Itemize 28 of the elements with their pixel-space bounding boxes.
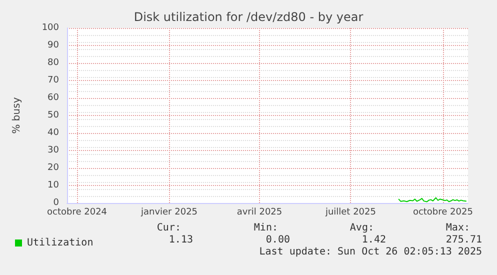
y-axis-title: % busy — [12, 97, 22, 134]
text: 1.42 — [362, 234, 386, 246]
text: Avg: — [350, 222, 374, 234]
text: Min: — [254, 222, 278, 234]
text: Max: — [446, 222, 470, 234]
x-tick-label: octobre 2024 — [47, 208, 108, 218]
y-tick-label: 0 — [53, 198, 60, 208]
text: Last update: Sun Oct 26 02:05:13 2025 — [259, 246, 482, 258]
legend-label: Utilization — [27, 238, 94, 248]
text: Cur: — [156, 222, 181, 234]
x-tick-label: janvier 2025 — [140, 208, 198, 218]
y-tick-label: 10 — [48, 180, 60, 190]
text: 275.71 — [446, 234, 482, 246]
y-tick-label: 90 — [48, 40, 60, 50]
y-tick-label: 60 — [48, 93, 60, 103]
x-tick-label: juillet 2025 — [324, 208, 376, 218]
text: 0.00 — [266, 234, 290, 246]
y-tick-label: 100 — [42, 23, 60, 33]
x-tick-label: avril 2025 — [236, 208, 282, 218]
y-tick-label: 30 — [48, 146, 60, 156]
chart-title: Disk utilization for /dev/zd80 - by year — [134, 10, 364, 24]
y-tick-label: 80 — [48, 58, 60, 68]
y-tick-label: 50 — [48, 110, 60, 120]
y-tick-label: 20 — [48, 163, 60, 173]
x-tick-label: octobre 2025 — [412, 208, 473, 218]
y-tick-label: 40 — [48, 128, 60, 138]
y-tick-label: 70 — [48, 76, 60, 86]
text: 1.13 — [168, 234, 193, 246]
